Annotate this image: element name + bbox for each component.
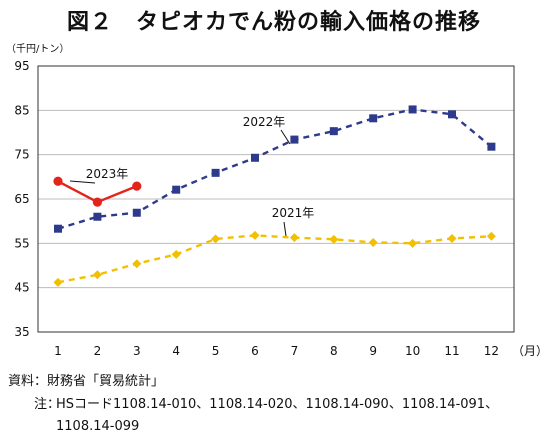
grid-lines [38, 109, 514, 289]
chart-title: 図２ タピオカでん粉の輸入価格の推移 [66, 10, 481, 35]
leader-2023 [69, 180, 96, 184]
label-2022: 2022年 [243, 115, 291, 145]
x-tick-label: 8 [330, 344, 338, 358]
data-point [329, 127, 338, 136]
data-point [54, 224, 62, 233]
x-tick-label: 2 [94, 344, 102, 358]
data-point [132, 259, 142, 269]
y-tick-label: 55 [14, 236, 29, 250]
series-label-2021: 2021年 [272, 206, 315, 220]
data-point [486, 231, 496, 241]
series-0 [53, 230, 496, 287]
y-tick-label: 85 [14, 103, 29, 117]
y-tick-label: 65 [14, 192, 29, 206]
x-tick-label: 11 [444, 344, 459, 358]
series-line [57, 234, 492, 284]
data-point [132, 208, 141, 217]
data-point [329, 234, 339, 244]
y-tick-label: 95 [14, 59, 29, 73]
label-2023: 2023年 [69, 167, 129, 184]
plot-frame [37, 65, 515, 333]
hs-code-note: 注：HSコード1108.14-010、1108.14-020、1108.14-0… [8, 395, 498, 414]
data-point [172, 185, 181, 194]
data-point [92, 197, 102, 207]
data-point [408, 238, 418, 248]
note-text: HSコード1108.14-010、1108.14-020、1108.14-090… [56, 397, 499, 412]
x-tick-label: 5 [212, 344, 220, 358]
x-tick-label: 6 [251, 344, 259, 358]
x-tick-label: 12 [484, 344, 499, 358]
y-tick-label: 35 [14, 325, 29, 339]
y-tick-label: 45 [14, 281, 29, 295]
label-2021: 2021年 [272, 206, 315, 237]
data-point [171, 249, 181, 259]
note-label: 注： [34, 397, 61, 412]
data-point [368, 237, 378, 247]
x-tick-label: 1 [54, 344, 62, 358]
x-tick-label: 4 [172, 344, 180, 358]
y-axis-ticks: 35 45 55 65 75 85 95 [14, 59, 29, 339]
series-2 [53, 176, 142, 207]
data-point [250, 230, 260, 240]
data-point [369, 114, 378, 123]
data-point [53, 277, 63, 287]
data-point [487, 142, 496, 151]
data-point [132, 181, 142, 191]
series-label-2023: 2023年 [86, 167, 129, 181]
series-group [53, 105, 496, 287]
data-point [290, 135, 299, 144]
x-tick-label: 10 [405, 344, 420, 358]
data-point [408, 105, 417, 114]
data-point [53, 176, 63, 186]
y-tick-label: 75 [14, 148, 29, 162]
series-label-2022: 2022年 [243, 115, 286, 129]
series-line [57, 108, 493, 230]
hs-code-note-cont: 1108.14-099 [56, 419, 140, 434]
data-point [447, 233, 457, 243]
data-point [92, 270, 102, 280]
data-point [211, 168, 220, 177]
leader-2022 [280, 129, 291, 145]
x-axis-unit-label: （月） [512, 344, 548, 358]
leader-2021 [283, 221, 287, 237]
x-tick-label: 3 [133, 344, 141, 358]
y-unit-label: （千円/トン） [6, 44, 70, 55]
data-point [211, 234, 221, 244]
x-axis-ticks: 1 2 3 4 5 6 7 8 9 10 11 12 [54, 344, 499, 358]
series-1 [54, 105, 496, 233]
data-point [289, 233, 299, 243]
data-point [448, 110, 456, 119]
x-tick-label: 9 [369, 344, 377, 358]
data-point [93, 212, 102, 221]
x-tick-label: 7 [291, 344, 299, 358]
data-point [251, 153, 259, 162]
source-note: 資料：財務省「貿易統計」 [8, 374, 165, 389]
